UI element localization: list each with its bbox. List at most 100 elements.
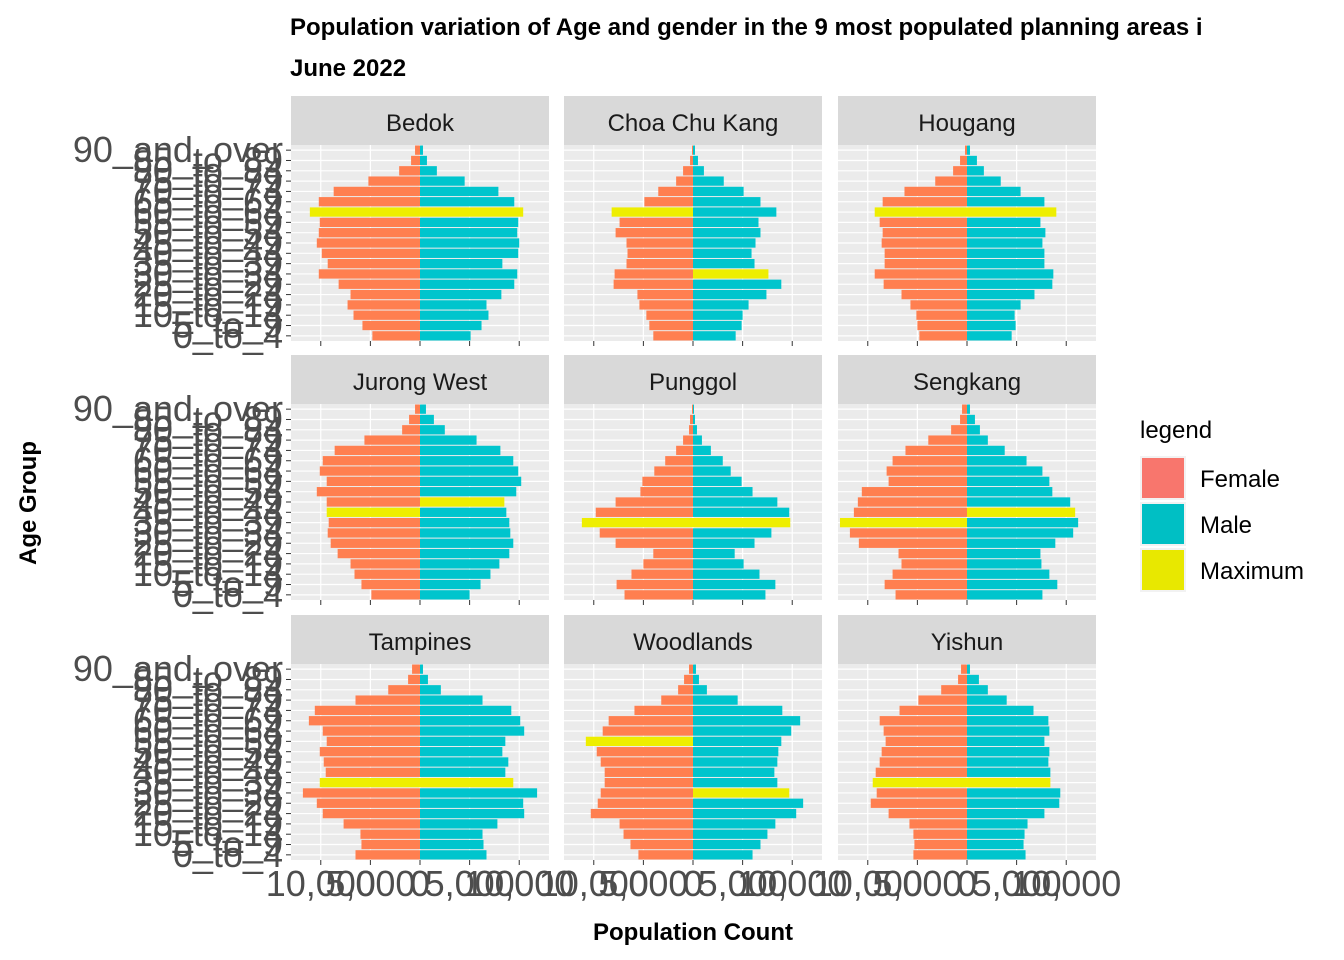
- bar-female-75_to_79: [676, 176, 693, 186]
- bar-female-70_to_74: [333, 186, 420, 197]
- bar-female-5_to_9: [630, 839, 693, 850]
- x-tick-label: 10,000: [266, 863, 376, 904]
- y-tick-label: 50_to_54: [133, 731, 283, 772]
- bar-female-35_to_39: [626, 258, 693, 269]
- bar-female-10_to_14: [623, 829, 693, 839]
- y-axis-title: Age Group: [15, 441, 42, 565]
- y-tick-label: 20_to_24: [133, 274, 283, 315]
- bar-female-75_to_79: [661, 695, 693, 705]
- bar-female-70_to_74: [905, 445, 967, 456]
- bar-female-40_to_44: [627, 248, 693, 258]
- facet-strip: [564, 355, 822, 404]
- bar-female-45_to_49: [326, 497, 420, 507]
- bar-male-75_to_79: [420, 435, 477, 445]
- bar-male-90_and_over: [967, 145, 970, 155]
- bar-male-65_to_69: [420, 197, 515, 207]
- bar-female-55_to_59: [642, 476, 693, 487]
- y-tick-label: 70_to_74: [133, 429, 283, 470]
- x-axis-title: Population Count: [593, 919, 793, 946]
- bar-male-80_to_84: [693, 166, 704, 176]
- bar-female-10_to_14: [360, 829, 420, 839]
- y-tick-label: 20_to_24: [133, 533, 283, 574]
- bar-female-35_to_39: [319, 777, 420, 788]
- bar-female-55_to_59: [885, 736, 967, 747]
- y-tick-label: 85_to_89: [133, 139, 283, 180]
- y-tick-label: 10_to_14: [133, 553, 283, 594]
- legend-title: legend: [1140, 417, 1212, 444]
- bar-female-25_to_29: [338, 279, 420, 289]
- bar-female-50_to_54: [881, 747, 967, 757]
- bar-female-20_to_24: [901, 289, 967, 300]
- bar-male-55_to_59: [693, 476, 742, 487]
- bar-male-5_to_9: [420, 320, 482, 331]
- bar-male-40_to_44: [693, 767, 775, 777]
- bar-female-30_to_34: [302, 788, 420, 798]
- bar-female-80_to_84: [399, 166, 420, 176]
- bar-male-45_to_49: [420, 497, 505, 507]
- facet-strip-label: Hougang: [918, 110, 1015, 137]
- bar-male-70_to_74: [967, 186, 1021, 197]
- y-tick-label: 55_to_59: [133, 720, 283, 761]
- bar-male-30_to_34: [420, 788, 538, 798]
- bar-male-90_and_over: [693, 404, 694, 414]
- y-tick-label: 65_to_69: [133, 440, 283, 481]
- bar-female-50_to_54: [882, 228, 967, 238]
- bar-male-70_to_74: [693, 445, 711, 456]
- bar-male-45_to_49: [420, 757, 509, 767]
- bar-male-80_to_84: [420, 685, 441, 695]
- bar-male-35_to_39: [693, 777, 778, 788]
- bar-female-75_to_79: [683, 435, 693, 445]
- legend-item-female: Female: [1140, 456, 1280, 500]
- bar-male-70_to_74: [420, 445, 501, 456]
- bar-male-40_to_44: [693, 248, 752, 258]
- bar-female-65_to_69: [308, 716, 420, 726]
- bar-male-10_to_14: [693, 310, 743, 320]
- bar-female-50_to_54: [319, 747, 420, 757]
- y-tick-label: 40_to_44: [133, 491, 283, 532]
- legend: legend Female Male Maximum: [1140, 417, 1304, 592]
- facet-panel-hougang: Hougang: [838, 96, 1096, 346]
- bar-female-85_to_89: [411, 155, 420, 166]
- bar-female-10_to_14: [916, 310, 967, 320]
- y-tick-label: 70_to_74: [133, 689, 283, 730]
- bar-female-65_to_69: [879, 716, 967, 726]
- bar-female-70_to_74: [658, 186, 693, 197]
- legend-item-maximum: Maximum: [1140, 548, 1304, 592]
- bar-female-15_to_19: [643, 559, 693, 569]
- x-tick-label: 10,000: [539, 863, 649, 904]
- x-tick-label: 10,000: [737, 863, 847, 904]
- bar-male-35_to_39: [693, 258, 755, 269]
- chart-title-line-1: Population variation of Age and gender i…: [290, 14, 1203, 41]
- legend-swatch: [1142, 550, 1184, 590]
- x-tick-label: 10,000: [1011, 863, 1121, 904]
- bar-male-10_to_14: [967, 829, 1025, 839]
- facet-panel-tampines: Tampines 0_to_45_to_910_to_1415_to_1920_t…: [73, 615, 574, 904]
- bar-male-5_to_9: [420, 579, 481, 590]
- x-tick-label: 5,000: [698, 863, 788, 904]
- bar-male-40_to_44: [967, 507, 1076, 517]
- bar-male-70_to_74: [420, 186, 499, 197]
- bar-male-0_to_4: [967, 331, 1012, 341]
- bar-female-35_to_39: [328, 517, 420, 528]
- bar-female-30_to_34: [327, 528, 420, 538]
- y-tick-label: 60_to_64: [133, 710, 283, 751]
- bar-female-30_to_34: [876, 788, 967, 798]
- bar-male-80_to_84: [967, 425, 980, 435]
- bar-male-75_to_79: [967, 695, 1007, 705]
- facet-strip: [564, 615, 822, 664]
- bar-female-0_to_4: [913, 850, 967, 860]
- bar-female-10_to_14: [892, 569, 967, 579]
- bar-female-5_to_9: [917, 320, 967, 331]
- facet-strip: [564, 96, 822, 145]
- bar-female-35_to_39: [839, 517, 967, 528]
- bar-female-55_to_59: [888, 476, 967, 487]
- bar-female-25_to_29: [883, 279, 967, 289]
- bar-female-70_to_74: [904, 186, 967, 197]
- bar-male-10_to_14: [967, 310, 1015, 320]
- bar-female-55_to_59: [326, 476, 420, 487]
- bar-male-45_to_49: [967, 238, 1043, 248]
- bar-female-90_and_over: [415, 404, 420, 414]
- y-tick-label: 0_to_4: [173, 315, 283, 356]
- facet-strip: [838, 96, 1096, 145]
- bar-male-90_and_over: [420, 145, 423, 155]
